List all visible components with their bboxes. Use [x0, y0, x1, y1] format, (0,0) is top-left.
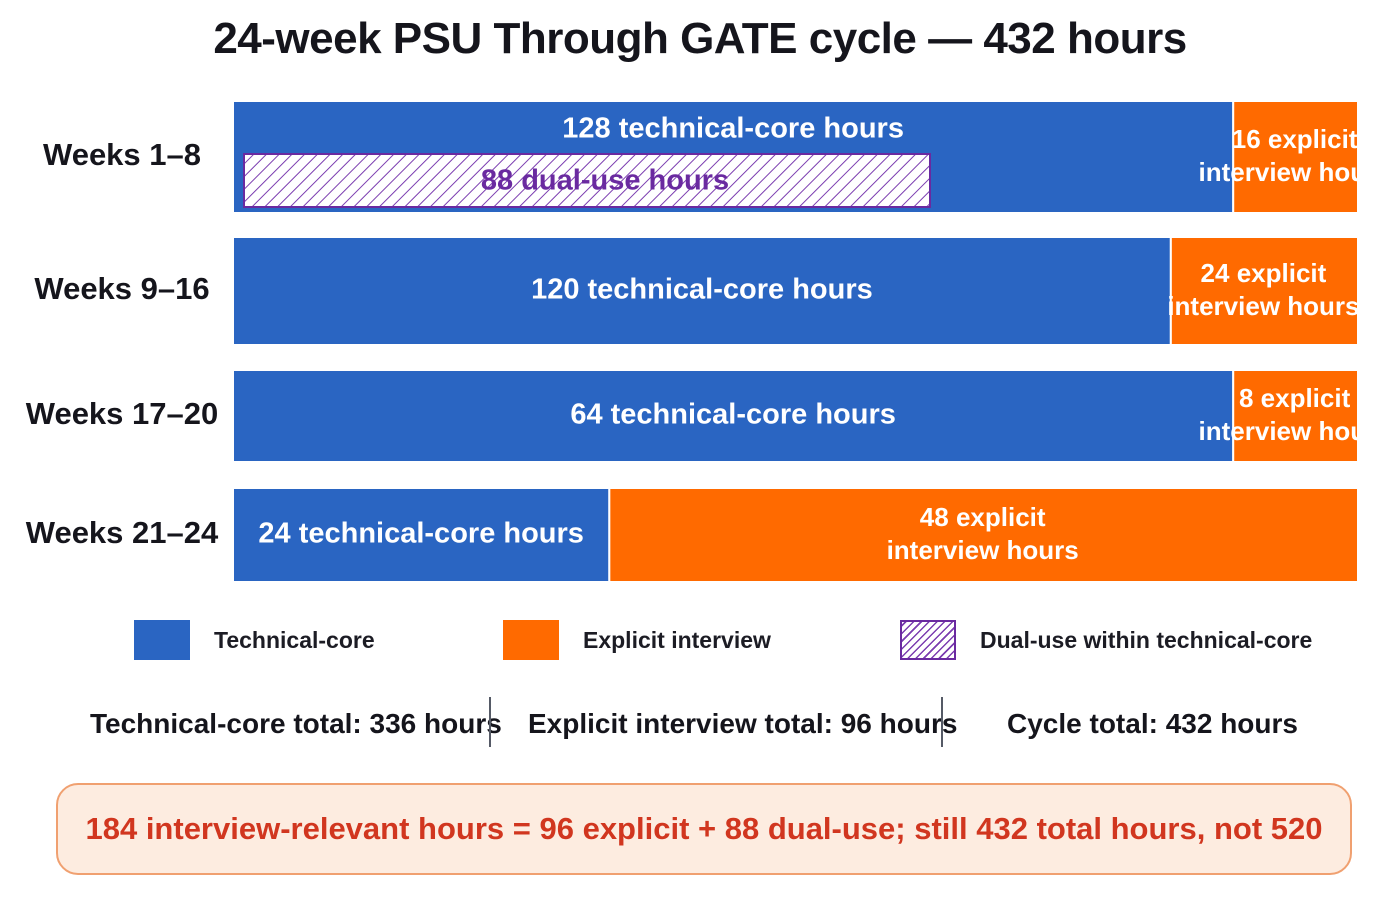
bar-explicit-interview-weeks-17-20 [1234, 371, 1357, 461]
bar-technical-core-weeks-17-20 [234, 371, 1233, 461]
data-label-explicit-interview: interview hours [1199, 157, 1391, 187]
legend-swatch-technical-core [134, 620, 190, 660]
technical-core-total: Technical-core total: 336 hours [90, 708, 502, 739]
data-label-dual-use: 88 dual-use hours [481, 165, 729, 197]
bar-separator [608, 489, 611, 581]
data-label-explicit-interview: 24 explicit [1201, 258, 1327, 288]
category-label-weeks-1-8: Weeks 1–8 [43, 137, 201, 172]
legend-swatch-explicit-interview [503, 620, 559, 660]
bar-explicit-interview-weeks-21-24 [610, 489, 1357, 581]
category-label-weeks-17-20: Weeks 17–20 [26, 396, 218, 431]
dual-use-overlay-bar [243, 153, 931, 208]
summary-callout: 184 interview-relevant hours = 96 explic… [56, 783, 1352, 875]
bar-chart: Weeks 1–8 128 technical-core hours 16 expl… [25, 102, 1391, 581]
bar-explicit-interview-weeks-1-8 [1234, 102, 1357, 212]
legend-swatch-dual-use [900, 620, 956, 660]
category-label-weeks-21-24: Weeks 21–24 [26, 515, 219, 550]
cycle-total: Cycle total: 432 hours [1007, 708, 1298, 739]
bar-technical-core-weeks-21-24 [234, 489, 609, 581]
legend-dual-use: Dual-use within technical-core [900, 619, 1312, 661]
totals-divider [489, 697, 491, 747]
legend-explicit-interview: Explicit interview [503, 619, 771, 661]
data-label-explicit-interview: 8 explicit [1239, 383, 1351, 413]
bar-separator [1232, 102, 1235, 212]
data-label-explicit-interview: 16 explicit [1232, 124, 1358, 154]
category-label-weeks-9-16: Weeks 9–16 [34, 271, 209, 306]
bar-separator [1169, 238, 1172, 344]
bar-technical-core-weeks-9-16 [234, 238, 1170, 344]
data-label-explicit-interview: interview hours [1167, 291, 1359, 321]
data-label-explicit-interview: interview hours [1199, 416, 1391, 446]
legend-label-explicit-interview: Explicit interview [583, 626, 771, 653]
data-label-explicit-interview: interview hours [887, 535, 1079, 565]
explicit-interview-total: Explicit interview total: 96 hours [528, 708, 958, 739]
legend-label-technical-core: Technical-core [214, 626, 375, 653]
legend-technical-core: Technical-core [134, 619, 375, 661]
chart-title: 24-week PSU Through GATE cycle — 432 hou… [213, 14, 1187, 63]
data-label-technical-core: 128 technical-core hours [562, 113, 904, 145]
summary-callout-text: 184 interview-relevant hours = 96 explic… [85, 811, 1323, 846]
bar-separator [1232, 371, 1235, 461]
data-label-explicit-interview: 48 explicit [920, 502, 1046, 532]
legend-label-dual-use: Dual-use within technical-core [980, 626, 1313, 653]
bar-explicit-interview-weeks-9-16 [1171, 238, 1357, 344]
data-label-technical-core: 64 technical-core hours [570, 399, 896, 431]
data-label-technical-core: 120 technical-core hours [531, 274, 873, 306]
data-label-technical-core: 24 technical-core hours [258, 518, 584, 550]
totals-divider [941, 697, 943, 747]
